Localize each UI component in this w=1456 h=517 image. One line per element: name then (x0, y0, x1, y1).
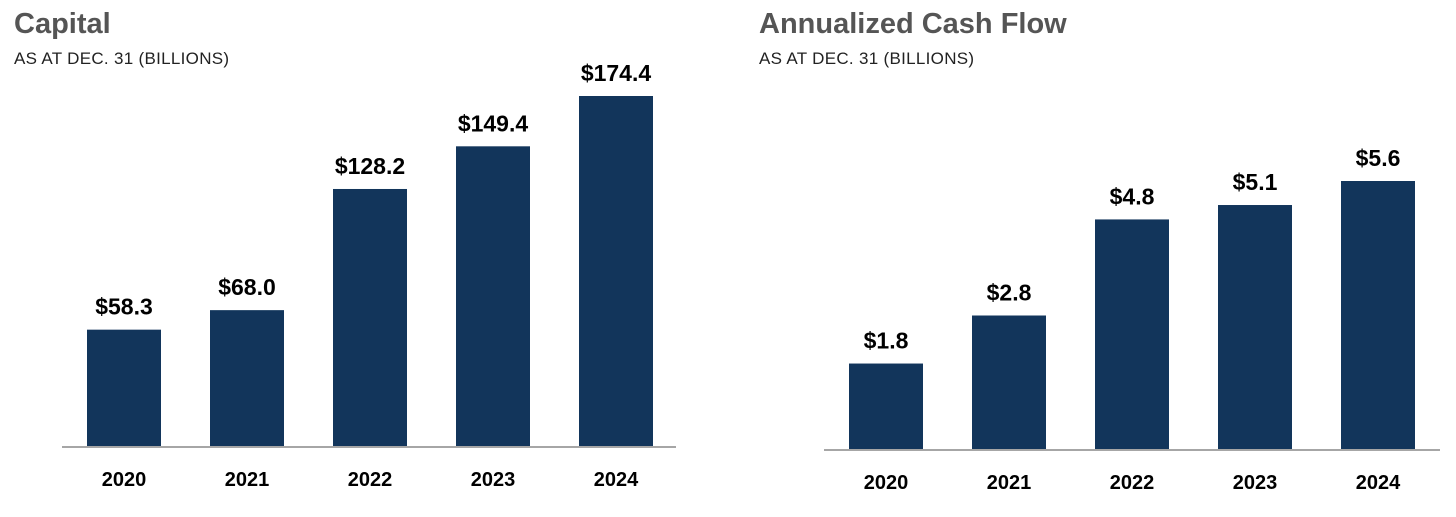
value-label-2022: $128.2 (335, 153, 405, 179)
chart-subtitle: AS AT DEC. 31 (BILLIONS) (759, 49, 975, 68)
x-tick-label-2024: 2024 (1356, 472, 1401, 494)
x-tick-label-2024: 2024 (594, 469, 639, 491)
bar-2022 (1095, 219, 1169, 450)
bar-2021 (972, 315, 1046, 450)
capital-bar-chart: $58.3 2020 $68.0 2021 $128.2 2022 $149.4 2023 $1… (62, 60, 676, 491)
value-label-2020: $1.8 (864, 328, 909, 354)
bar-2024 (1341, 181, 1415, 450)
bar-2024 (579, 96, 653, 447)
bar-2020 (849, 363, 923, 450)
x-tick-label-2022: 2022 (1110, 472, 1155, 494)
x-tick-label-2023: 2023 (471, 469, 516, 491)
x-tick-label-2021: 2021 (987, 472, 1032, 494)
value-label-2021: $2.8 (987, 280, 1032, 306)
cash-flow-chart-panel: Annualized Cash Flow AS AT DEC. 31 (BILL… (740, 0, 1456, 517)
bar-2023 (456, 146, 530, 447)
bar-2022 (333, 188, 407, 448)
bar-2021 (210, 310, 284, 447)
value-label-2024: $5.6 (1356, 145, 1401, 171)
chart-title: Annualized Cash Flow (759, 8, 1067, 40)
x-tick-label-2023: 2023 (1233, 472, 1278, 494)
value-label-2023: $149.4 (458, 110, 529, 136)
value-label-2024: $174.4 (581, 60, 652, 86)
bar-2023 (1218, 205, 1292, 450)
chart-title: Capital (14, 8, 111, 40)
x-tick-label-2021: 2021 (225, 469, 270, 491)
value-label-2023: $5.1 (1233, 169, 1278, 195)
x-tick-label-2022: 2022 (348, 469, 393, 491)
x-tick-label-2020: 2020 (864, 472, 909, 494)
cash-flow-bar-chart: $1.8 2020 $2.8 2021 $4.8 2022 $5.1 2023 $5.6 2024 (824, 145, 1440, 494)
value-label-2022: $4.8 (1110, 183, 1155, 209)
value-label-2021: $68.0 (218, 274, 276, 300)
capital-chart-panel: Capital AS AT DEC. 31 (BILLIONS) $58.3 20… (0, 0, 700, 517)
chart-subtitle: AS AT DEC. 31 (BILLIONS) (14, 49, 230, 68)
value-label-2020: $58.3 (95, 294, 153, 320)
x-tick-label-2020: 2020 (102, 469, 147, 491)
bar-2020 (87, 329, 161, 447)
